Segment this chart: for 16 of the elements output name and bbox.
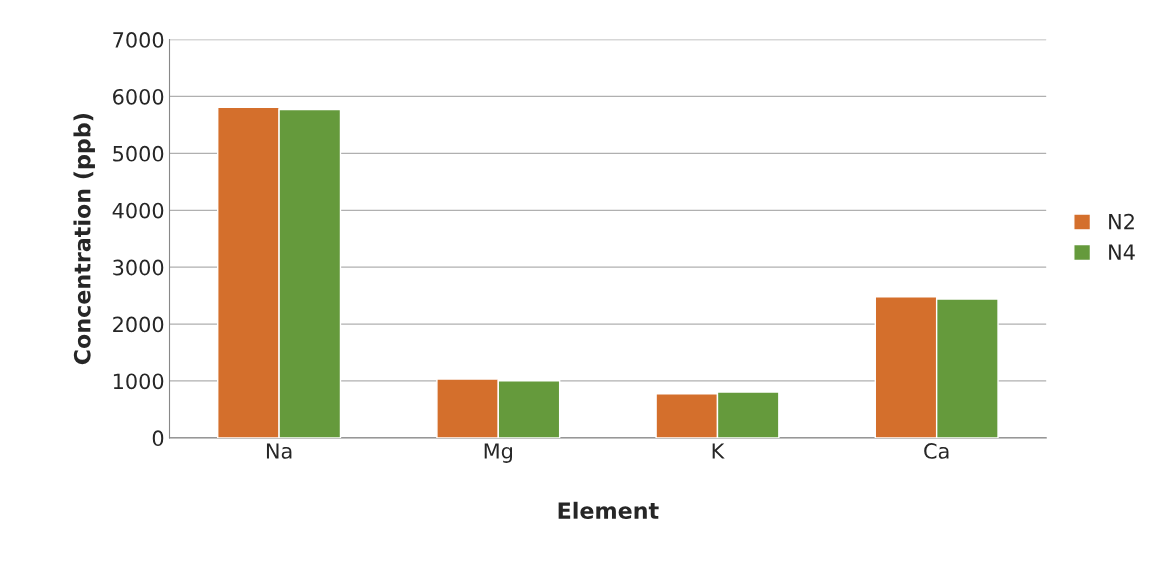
legend-label: N2 xyxy=(1109,213,1134,230)
y-axis-title: Concentration (ppb) xyxy=(73,114,95,365)
y-tick-label: 4000 xyxy=(112,202,164,219)
y-tick-label: 1000 xyxy=(113,373,164,390)
legend-label: N4 xyxy=(1109,244,1135,260)
y-tick-label: 2000 xyxy=(113,316,164,333)
y-tick-label: 6000 xyxy=(113,88,164,105)
x-axis-title: Element xyxy=(558,501,659,519)
y-tick-label: 5000 xyxy=(113,145,164,162)
x-tick-label: Ca xyxy=(924,443,949,459)
y-tick-label: 7000 xyxy=(113,32,164,48)
y-tick-label: 3000 xyxy=(113,259,164,276)
y-tick-label: 0 xyxy=(152,430,164,447)
x-tick-label: Na xyxy=(266,443,292,459)
x-tick-label: K xyxy=(712,443,725,459)
x-tick-label: Mg xyxy=(484,443,512,463)
